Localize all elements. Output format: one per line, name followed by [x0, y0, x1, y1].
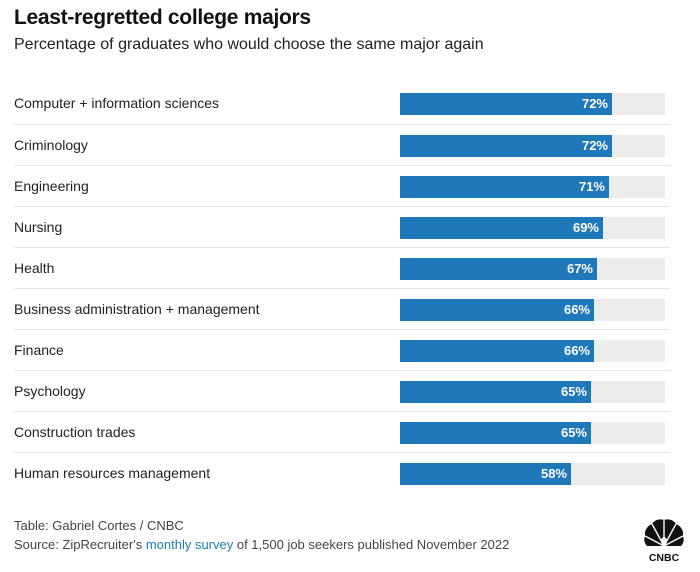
bar-track: 72% [400, 93, 665, 115]
bar [400, 176, 609, 198]
bar [400, 258, 597, 280]
bar-track: 58% [400, 463, 665, 485]
cnbc-logo: CNBC [644, 519, 684, 564]
chart-row: Finance 66% [14, 329, 670, 370]
bar-value-label: 65% [560, 384, 587, 399]
bar [400, 463, 571, 485]
chart-title: Least-regretted college majors [14, 6, 311, 29]
bar [400, 93, 612, 115]
category-label: Engineering [14, 178, 89, 194]
bar-track: 66% [400, 340, 665, 362]
category-label: Finance [14, 342, 64, 358]
bar-value-label: 65% [560, 425, 587, 440]
category-label: Psychology [14, 383, 86, 399]
bar-track: 71% [400, 176, 665, 198]
category-label: Construction trades [14, 424, 136, 440]
bar-value-label: 71% [578, 179, 605, 194]
category-label: Business administration + management [14, 301, 260, 317]
chart-row: Human resources management 58% [14, 452, 670, 493]
bar-track: 72% [400, 135, 665, 157]
bar-track: 67% [400, 258, 665, 280]
chart-row: Business administration + management 66% [14, 288, 670, 329]
bar-value-label: 67% [566, 261, 593, 276]
category-label: Criminology [14, 137, 88, 153]
bar [400, 340, 594, 362]
bar-value-label: 66% [563, 302, 590, 317]
chart-row: Construction trades 65% [14, 411, 670, 452]
peacock-icon [644, 519, 684, 547]
bar [400, 135, 612, 157]
source-prefix: Source: ZipRecruiter's [14, 537, 146, 552]
bar-track: 66% [400, 299, 665, 321]
bar-track: 65% [400, 422, 665, 444]
bar [400, 299, 594, 321]
chart-row: Engineering 71% [14, 165, 670, 206]
bar-value-label: 72% [581, 96, 608, 111]
category-label: Human resources management [14, 465, 211, 481]
chart-row: Criminology 72% [14, 124, 670, 165]
source-line: Source: ZipRecruiter's monthly survey of… [14, 537, 509, 552]
chart-row: Health 67% [14, 247, 670, 288]
chart-row: Nursing 69% [14, 206, 670, 247]
chart-row: Psychology 65% [14, 370, 670, 411]
category-label: Health [14, 260, 55, 276]
bar-track: 65% [400, 381, 665, 403]
bar-value-label: 69% [572, 220, 599, 235]
bar [400, 422, 591, 444]
bar [400, 217, 603, 239]
credit-line: Table: Gabriel Cortes / CNBC [14, 518, 184, 533]
bar-value-label: 72% [581, 138, 608, 153]
bar-value-label: 58% [540, 466, 567, 481]
category-label: Computer + information sciences [14, 95, 220, 111]
bar-chart: Computer + information sciences 72% Crimin… [14, 83, 670, 493]
category-label: Nursing [14, 219, 63, 235]
logo-text: CNBC [649, 552, 680, 564]
source-link[interactable]: monthly survey [145, 537, 234, 552]
chart-row: Computer + information sciences 72% [14, 83, 670, 124]
bar-track: 69% [400, 217, 665, 239]
source-suffix: of 1,500 job seekers published November … [233, 537, 510, 552]
bar-value-label: 66% [563, 343, 590, 358]
chart-subtitle: Percentage of graduates who would choose… [14, 36, 484, 53]
bar [400, 381, 591, 403]
